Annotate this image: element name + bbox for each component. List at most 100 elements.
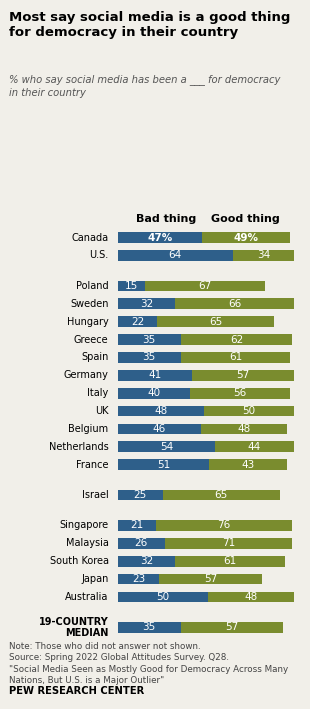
Text: 44: 44 (248, 442, 261, 452)
Text: Italy: Italy (87, 388, 108, 398)
Text: Good thing: Good thing (211, 214, 280, 224)
Bar (233, 250, 294, 261)
Text: 51: 51 (157, 459, 170, 469)
Bar (192, 370, 294, 381)
Bar (156, 520, 292, 531)
Bar (118, 370, 192, 381)
Text: 65: 65 (209, 317, 222, 327)
Text: U.S.: U.S. (89, 250, 108, 260)
Text: Spain: Spain (81, 352, 108, 362)
Text: Singapore: Singapore (60, 520, 108, 530)
Text: Germany: Germany (64, 370, 108, 380)
Text: 41: 41 (148, 370, 161, 380)
Bar (208, 591, 294, 603)
Bar (118, 538, 165, 549)
Text: 26: 26 (135, 538, 148, 548)
Bar (118, 574, 159, 584)
Text: Hungary: Hungary (67, 317, 108, 327)
Bar (118, 233, 202, 243)
Text: Bad thing: Bad thing (136, 214, 197, 224)
Bar (118, 281, 145, 291)
Bar (118, 591, 208, 603)
Text: Australia: Australia (65, 592, 108, 602)
Text: 32: 32 (140, 298, 153, 308)
Text: 19-COUNTRY
MEDIAN: 19-COUNTRY MEDIAN (39, 617, 108, 638)
Text: 46: 46 (153, 424, 166, 434)
Text: Note: Those who did not answer not shown.
Source: Spring 2022 Global Attitudes S: Note: Those who did not answer not shown… (9, 642, 288, 685)
Text: 57: 57 (225, 623, 239, 632)
Bar (210, 459, 287, 470)
Bar (118, 334, 181, 345)
Text: 57: 57 (236, 370, 249, 380)
Text: 64: 64 (169, 250, 182, 260)
Text: Japan: Japan (81, 574, 108, 584)
Bar (118, 442, 215, 452)
Bar (159, 574, 262, 584)
Text: 50: 50 (242, 406, 256, 416)
Text: PEW RESEARCH CENTER: PEW RESEARCH CENTER (9, 686, 144, 696)
Bar (118, 352, 181, 363)
Text: 71: 71 (222, 538, 235, 548)
Bar (190, 388, 290, 398)
Text: 49%: 49% (234, 233, 259, 242)
Bar (181, 352, 290, 363)
Text: 54: 54 (160, 442, 173, 452)
Text: Greece: Greece (74, 335, 108, 345)
Bar (181, 334, 292, 345)
Text: Belgium: Belgium (69, 424, 108, 434)
Bar (118, 316, 157, 327)
Text: Poland: Poland (76, 281, 108, 291)
Bar (175, 298, 294, 309)
Bar (118, 459, 210, 470)
Bar (145, 281, 265, 291)
Text: UK: UK (95, 406, 108, 416)
Text: 57: 57 (204, 574, 217, 584)
Bar (201, 423, 287, 435)
Text: 40: 40 (147, 388, 160, 398)
Bar (118, 556, 175, 566)
Text: 65: 65 (215, 490, 228, 500)
Bar (118, 423, 201, 435)
Text: Netherlands: Netherlands (49, 442, 108, 452)
Text: 61: 61 (224, 557, 237, 566)
Bar (118, 490, 163, 501)
Text: 22: 22 (131, 317, 144, 327)
Text: South Korea: South Korea (50, 557, 108, 566)
Text: 32: 32 (140, 557, 153, 566)
Text: 56: 56 (233, 388, 247, 398)
Text: 35: 35 (143, 623, 156, 632)
Bar (165, 538, 292, 549)
Text: 62: 62 (230, 335, 243, 345)
Text: 21: 21 (130, 520, 143, 530)
Text: % who say social media has been a ___ for democracy
in their country: % who say social media has been a ___ fo… (9, 74, 281, 98)
Bar (118, 520, 156, 531)
Text: Sweden: Sweden (70, 298, 108, 308)
Text: 50: 50 (156, 592, 169, 602)
Text: 43: 43 (241, 459, 255, 469)
Bar (118, 298, 175, 309)
Text: 35: 35 (143, 352, 156, 362)
Text: 66: 66 (228, 298, 241, 308)
Bar (118, 622, 181, 632)
Text: 34: 34 (257, 250, 270, 260)
Text: Israel: Israel (82, 490, 108, 500)
Text: 48: 48 (237, 424, 250, 434)
Bar (118, 250, 233, 261)
Bar (204, 406, 294, 416)
Text: 61: 61 (229, 352, 242, 362)
Text: 48: 48 (244, 592, 258, 602)
Text: 48: 48 (154, 406, 168, 416)
Text: Most say social media is a good thing
for democracy in their country: Most say social media is a good thing fo… (9, 11, 291, 39)
Bar (163, 490, 280, 501)
Text: Canada: Canada (71, 233, 108, 242)
Bar (175, 556, 285, 566)
Text: 15: 15 (125, 281, 138, 291)
Text: 76: 76 (217, 520, 231, 530)
Bar (215, 442, 294, 452)
Text: 67: 67 (198, 281, 212, 291)
Bar (157, 316, 274, 327)
Bar (118, 406, 204, 416)
Text: France: France (76, 459, 108, 469)
Text: 23: 23 (132, 574, 145, 584)
Bar (202, 233, 290, 243)
